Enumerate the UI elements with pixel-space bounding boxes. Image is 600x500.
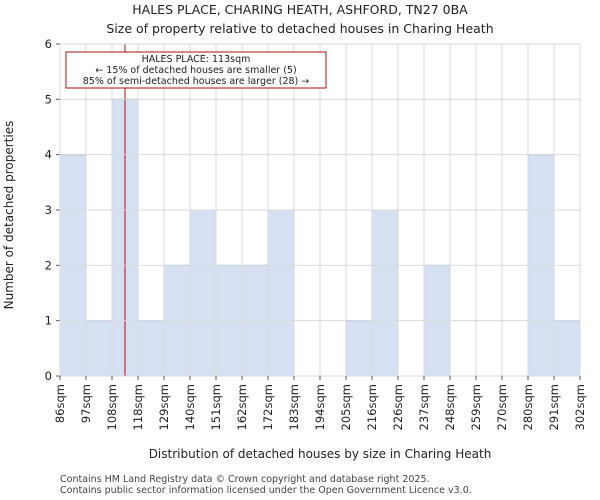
- chart-subtitle: Size of property relative to detached ho…: [106, 21, 493, 36]
- y-tick-label: 1: [45, 314, 52, 328]
- annotation-line-3: 85% of semi-detached houses are larger (…: [83, 76, 310, 87]
- x-tick-label: 302sqm: [573, 384, 587, 430]
- annotation-box: HALES PLACE: 113sqm ← 15% of detached ho…: [65, 51, 327, 89]
- x-tick-label: 270sqm: [495, 384, 509, 430]
- x-tick-label: 216sqm: [365, 384, 379, 430]
- annotation-line-1: HALES PLACE: 113sqm: [142, 54, 251, 65]
- x-tick-label: 140sqm: [183, 384, 197, 430]
- x-tick-label: 118sqm: [131, 384, 145, 430]
- x-tick-label: 86sqm: [53, 384, 67, 423]
- x-tick-label: 280sqm: [521, 384, 535, 430]
- y-tick-label: 3: [45, 203, 52, 217]
- bar: [137, 320, 165, 377]
- x-tick-label: 248sqm: [443, 384, 457, 430]
- x-tick-label: 291sqm: [547, 384, 561, 430]
- bar: [371, 209, 399, 377]
- bar: [267, 209, 295, 377]
- y-axis-label: Number of detached properties: [2, 121, 16, 310]
- axes-layer: 0 1 2 3 4 5 6 86sqm 97sqm 108sqm 118sqm 129sqm 140sq…: [45, 37, 587, 430]
- footer-line-1: Contains HM Land Registry data © Crown c…: [60, 474, 430, 485]
- x-tick-label: 259sqm: [469, 384, 483, 430]
- x-tick-label: 194sqm: [313, 384, 327, 430]
- y-tick-label: 0: [45, 369, 52, 383]
- y-tick-label: 6: [45, 37, 52, 51]
- x-tick-label: 108sqm: [105, 384, 119, 430]
- footer-line-2: Contains public sector information licen…: [60, 485, 472, 496]
- chart-title: HALES PLACE, CHARING HEATH, ASHFORD, TN2…: [132, 2, 468, 17]
- y-tick-label: 2: [45, 258, 52, 272]
- x-tick-label: 151sqm: [209, 384, 223, 430]
- y-tick-label: 5: [45, 92, 52, 106]
- bar: [553, 320, 581, 377]
- x-tick-label: 205sqm: [339, 384, 353, 430]
- x-tick-label: 129sqm: [157, 384, 171, 430]
- x-tick-label: 237sqm: [417, 384, 431, 430]
- y-tick-label: 4: [45, 148, 52, 162]
- x-tick-label: 226sqm: [391, 384, 405, 430]
- x-tick-label: 172sqm: [261, 384, 275, 430]
- annotation-line-2: ← 15% of detached houses are smaller (5): [95, 65, 296, 76]
- x-axis-label: Distribution of detached houses by size …: [149, 447, 492, 461]
- bar: [345, 320, 373, 377]
- x-tick-label: 97sqm: [79, 384, 93, 423]
- bar: [189, 209, 217, 377]
- x-tick-label: 162sqm: [235, 384, 249, 430]
- bar: [85, 320, 113, 377]
- x-tick-label: 183sqm: [287, 384, 301, 430]
